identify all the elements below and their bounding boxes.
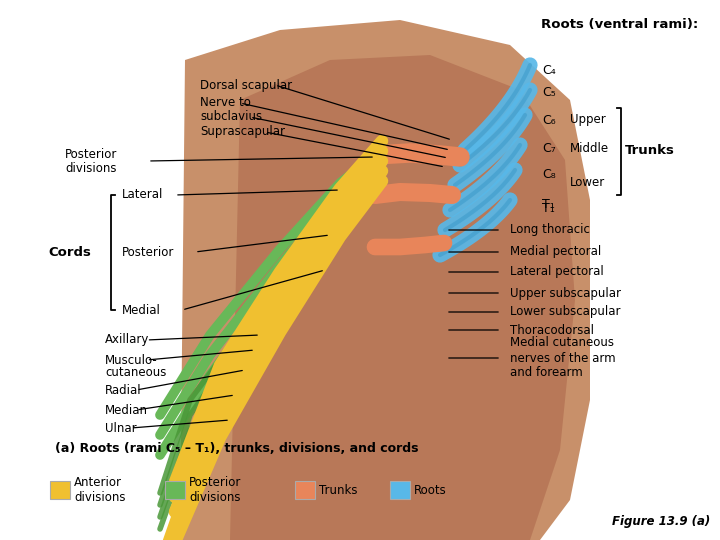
FancyBboxPatch shape [50, 481, 70, 499]
FancyBboxPatch shape [390, 481, 410, 499]
Text: T₁: T₁ [542, 201, 554, 214]
Polygon shape [180, 20, 590, 540]
Text: T₁: T₁ [542, 199, 554, 212]
Text: Middle: Middle [570, 141, 609, 154]
Text: Medial: Medial [122, 303, 161, 316]
FancyBboxPatch shape [295, 481, 315, 499]
FancyBboxPatch shape [165, 481, 185, 499]
Text: Radial: Radial [105, 383, 142, 396]
Text: Trunks: Trunks [319, 483, 358, 496]
Text: Posterior: Posterior [65, 148, 117, 161]
Text: Posterior: Posterior [122, 246, 174, 259]
Text: Medial cutaneous
nerves of the arm
and forearm: Medial cutaneous nerves of the arm and f… [510, 336, 616, 380]
Text: subclavius: subclavius [200, 111, 262, 124]
Text: Lower subscapular: Lower subscapular [510, 306, 621, 319]
Text: Lateral pectoral: Lateral pectoral [510, 266, 604, 279]
Text: cutaneous: cutaneous [105, 367, 166, 380]
Text: Upper subscapular: Upper subscapular [510, 287, 621, 300]
Text: Lower: Lower [570, 177, 606, 190]
Text: C₈: C₈ [542, 168, 556, 181]
Text: Medial pectoral: Medial pectoral [510, 246, 601, 259]
Text: Ulnar: Ulnar [105, 422, 137, 435]
Text: (a) Roots (rami C₅ – T₁), trunks, divisions, and cords: (a) Roots (rami C₅ – T₁), trunks, divisi… [55, 442, 418, 455]
Text: Roots: Roots [414, 483, 446, 496]
Polygon shape [230, 55, 575, 540]
Text: Axillary: Axillary [105, 334, 149, 347]
Text: Posterior
divisions: Posterior divisions [189, 476, 241, 504]
Text: Musculo-: Musculo- [105, 354, 158, 367]
Text: Anterior
divisions: Anterior divisions [74, 476, 125, 504]
Text: Roots (ventral rami):: Roots (ventral rami): [541, 18, 698, 31]
Text: Figure 13.9 (a): Figure 13.9 (a) [612, 515, 710, 528]
Text: Long thoracic: Long thoracic [510, 224, 590, 237]
Text: Median: Median [105, 403, 148, 416]
Text: Upper: Upper [570, 113, 606, 126]
Text: Thoracodorsal: Thoracodorsal [510, 323, 594, 336]
Text: C₆: C₆ [542, 113, 556, 126]
Text: Cords: Cords [48, 246, 91, 259]
Text: C₇: C₇ [542, 141, 556, 154]
Text: C₅: C₅ [542, 85, 556, 98]
Text: Nerve to: Nerve to [200, 97, 251, 110]
Text: Lateral: Lateral [122, 188, 163, 201]
Text: Suprascapular: Suprascapular [200, 125, 285, 138]
Text: C₄: C₄ [542, 64, 556, 77]
Text: Dorsal scapular: Dorsal scapular [200, 78, 292, 91]
Text: Trunks: Trunks [625, 145, 675, 158]
Text: divisions: divisions [65, 161, 117, 174]
